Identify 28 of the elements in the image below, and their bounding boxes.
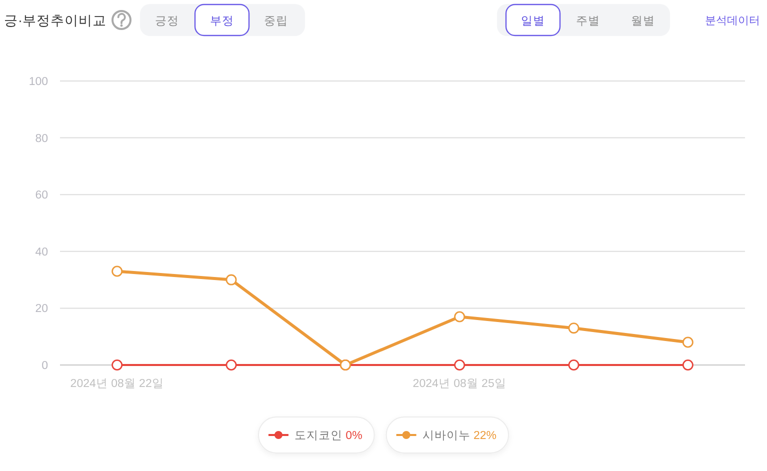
y-tick-label: 20 bbox=[35, 303, 48, 316]
legend-label: 시바이누 22% bbox=[422, 430, 497, 442]
chart-title: 긍·부정추이비교 bbox=[4, 13, 106, 28]
x-tick-label: 2024년 08월 25일 bbox=[412, 378, 506, 390]
text: 분석데이터 bbox=[705, 15, 760, 27]
point bbox=[454, 360, 466, 370]
text: 주별 bbox=[576, 16, 600, 28]
text: 일별 bbox=[521, 16, 545, 28]
point bbox=[112, 266, 123, 277]
y-tick-label: 0 bbox=[42, 360, 48, 372]
y-tick-label: 40 bbox=[35, 246, 48, 258]
point bbox=[568, 322, 580, 334]
y-tick-label: 60 bbox=[35, 190, 48, 202]
point bbox=[682, 360, 694, 370]
x-tick-label: 2024년 08월 22일 bbox=[70, 378, 164, 390]
point bbox=[226, 274, 237, 286]
text: 긍정 bbox=[155, 16, 179, 28]
point bbox=[454, 311, 466, 322]
point bbox=[226, 360, 237, 370]
text: 월별 bbox=[631, 16, 655, 28]
point bbox=[112, 360, 123, 370]
point bbox=[568, 360, 580, 370]
point bbox=[682, 336, 694, 348]
text: 부정 bbox=[210, 16, 234, 28]
y-tick-label: 100 bbox=[28, 76, 48, 88]
legend-label: 도지코인 0% bbox=[294, 430, 362, 442]
y-tick-label: 80 bbox=[35, 132, 48, 145]
text: 중립 bbox=[264, 16, 288, 28]
